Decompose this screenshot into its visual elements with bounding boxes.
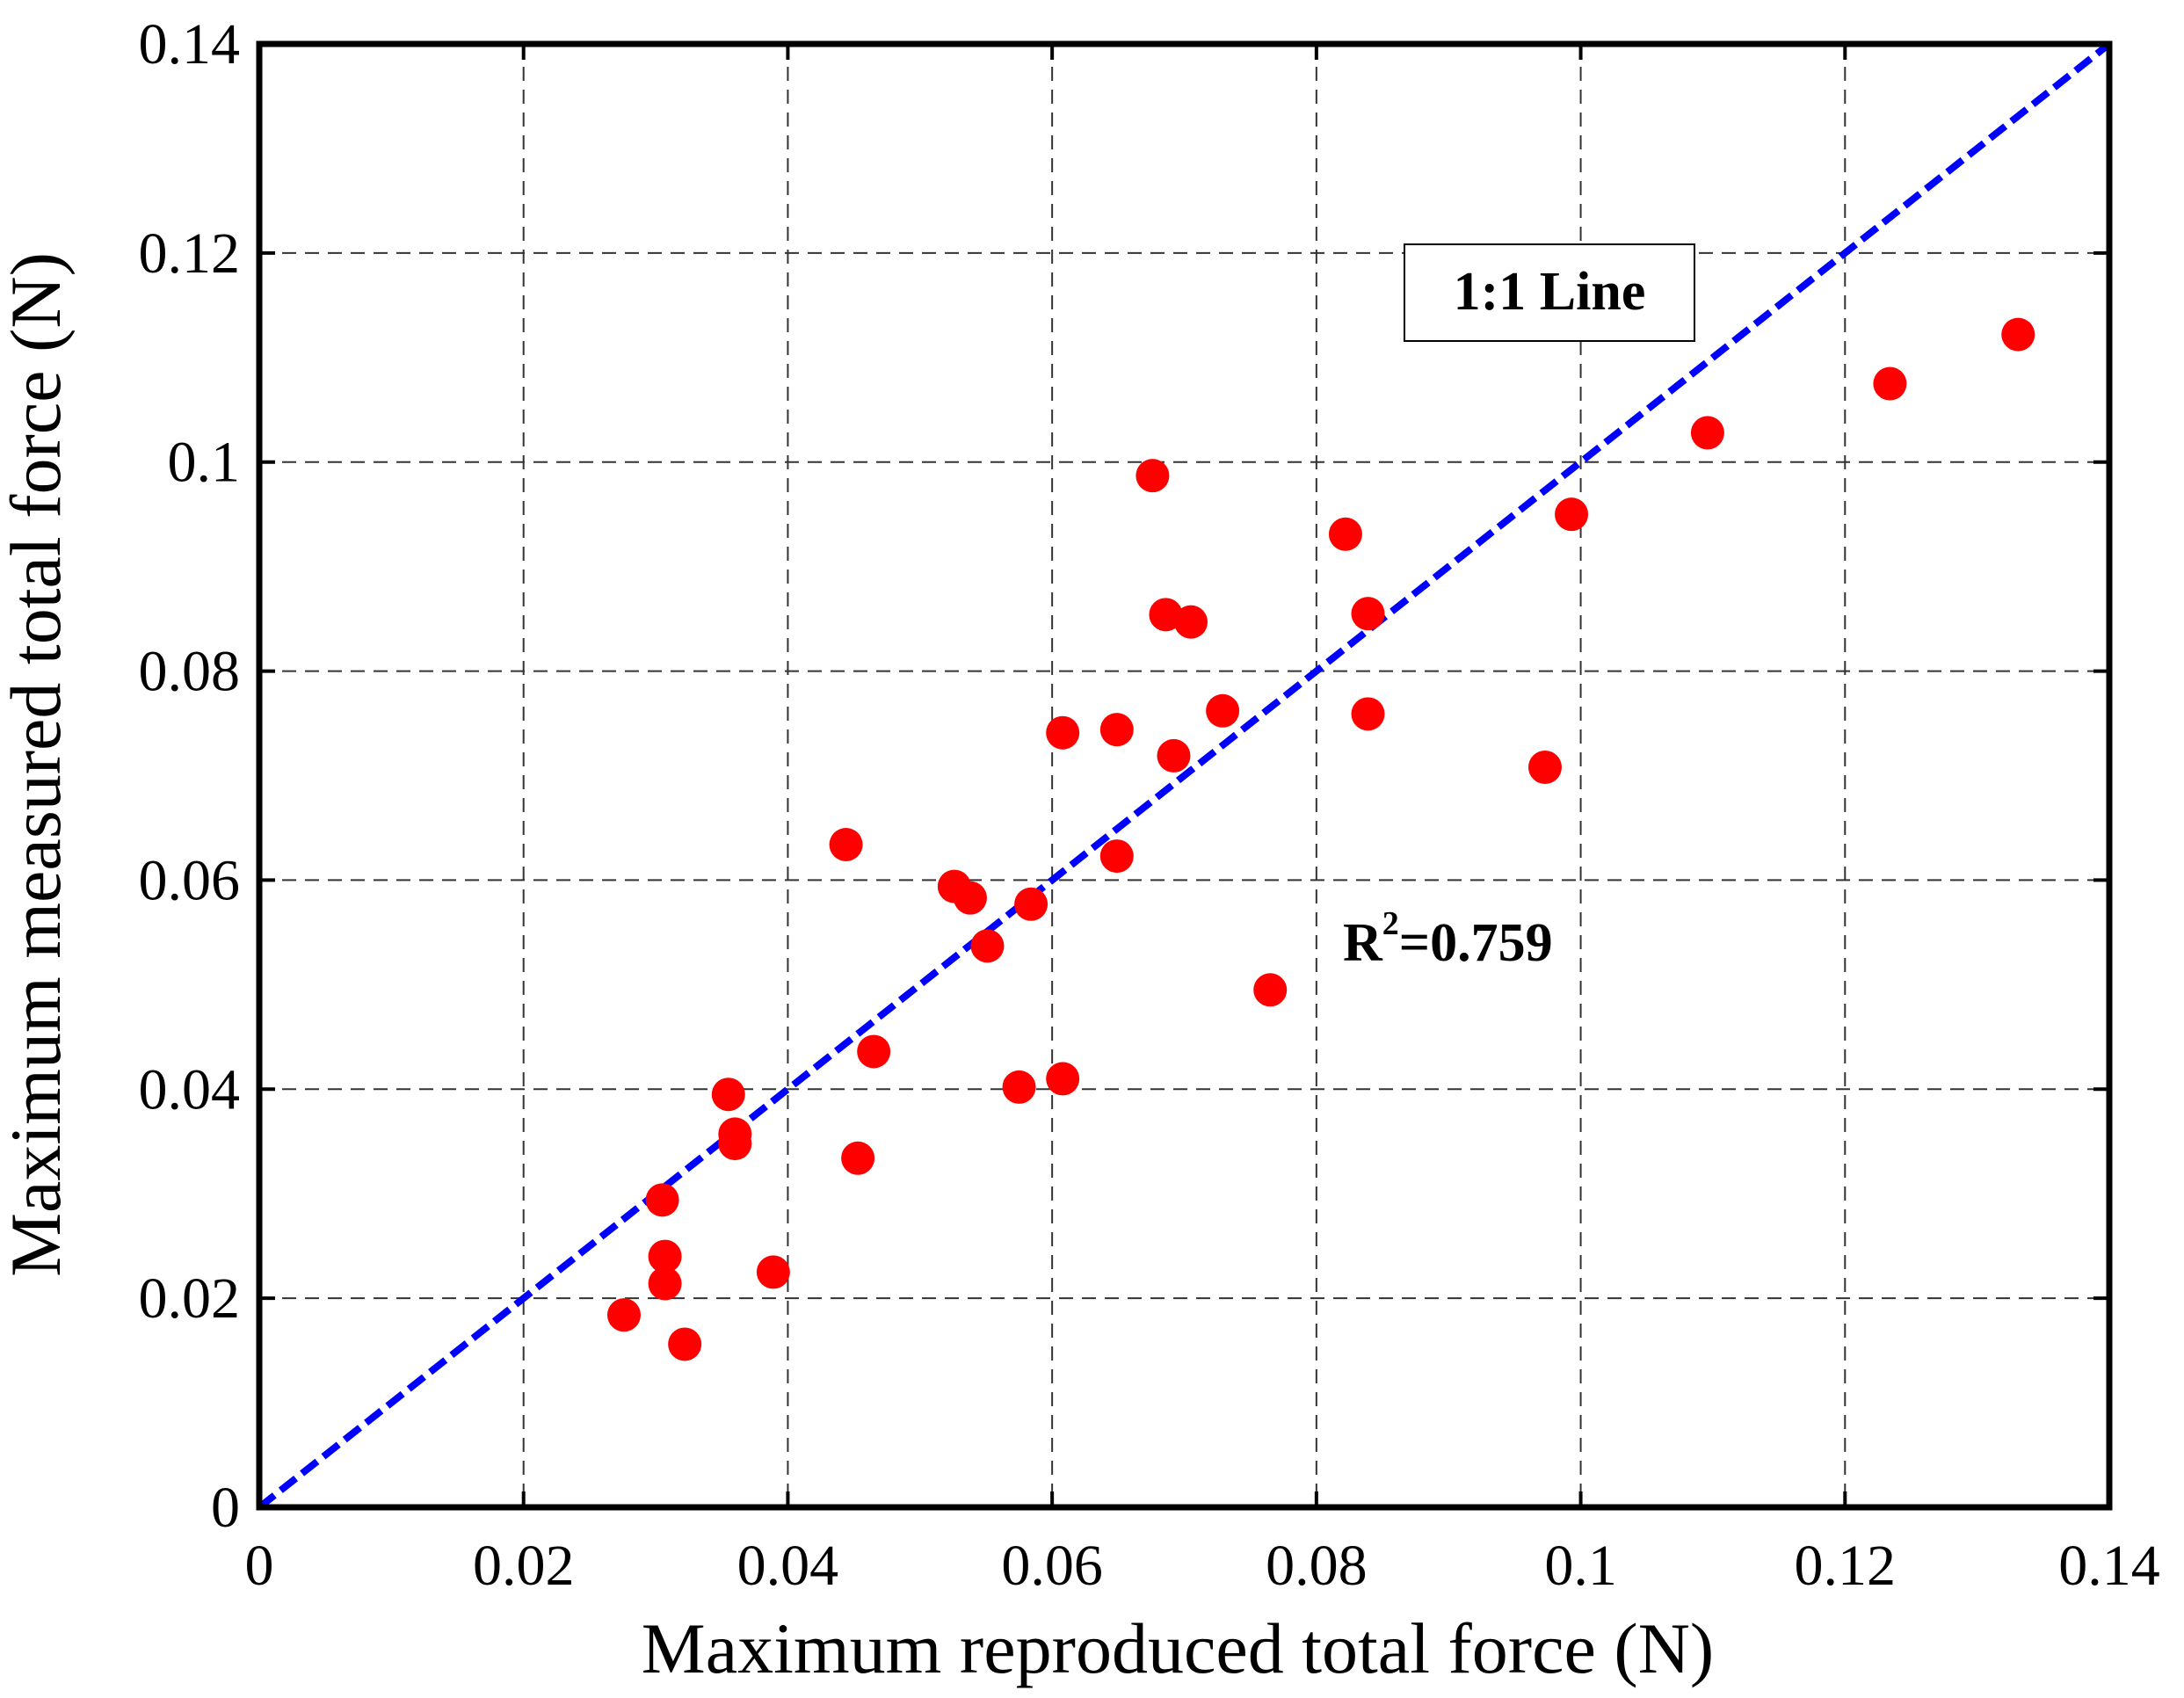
r-squared-annotation: R2=0.759 xyxy=(1343,905,1553,973)
data-point xyxy=(648,1239,682,1274)
y-tick-label: 0 xyxy=(211,1476,240,1540)
one-to-one-line xyxy=(257,40,2112,1511)
data-point xyxy=(1046,1062,1080,1096)
data-point xyxy=(1873,366,1907,401)
x-tick-label: 0.08 xyxy=(1266,1534,1368,1598)
data-point xyxy=(953,881,987,915)
y-tick-label: 0.14 xyxy=(139,12,241,76)
reference-line-layer xyxy=(257,40,2112,1511)
data-points xyxy=(606,317,2035,1361)
x-tick-label: 0.06 xyxy=(1001,1534,1103,1598)
x-axis-label: Maximum reproduced total force (N) xyxy=(642,1608,1714,1688)
r2-superscript: 2 xyxy=(1382,905,1399,942)
data-point xyxy=(1157,738,1191,773)
x-tick-label: 0.12 xyxy=(1795,1534,1897,1598)
grid-lines xyxy=(259,44,2109,1507)
x-tick-label: 0.02 xyxy=(473,1534,575,1598)
data-point xyxy=(829,827,863,861)
plot-frame xyxy=(256,40,2113,1511)
r2-value: =0.759 xyxy=(1399,913,1553,973)
x-tick-label: 0.04 xyxy=(737,1534,839,1598)
data-point xyxy=(668,1327,702,1361)
data-point xyxy=(1149,598,1183,632)
y-tick-label: 0.02 xyxy=(139,1266,241,1331)
data-point xyxy=(1690,416,1724,450)
x-tick-label: 0.14 xyxy=(2058,1534,2160,1598)
data-point xyxy=(711,1078,745,1112)
data-point xyxy=(1136,459,1170,493)
legend-box: 1:1 Line xyxy=(1404,243,1695,342)
data-point xyxy=(1206,693,1240,728)
data-point xyxy=(841,1141,875,1175)
data-point xyxy=(1527,750,1562,784)
data-point xyxy=(606,1298,641,1332)
x-tick-label: 0 xyxy=(245,1534,274,1598)
data-point xyxy=(648,1266,682,1301)
y-tick-label: 0.1 xyxy=(168,431,241,495)
y-tick-label: 0.12 xyxy=(139,221,241,286)
x-tick-labels: 0 0.02 0.04 0.06 0.08 0.1 0.12 0.14 xyxy=(245,1534,2160,1598)
data-point xyxy=(970,929,1005,963)
data-point xyxy=(2001,317,2035,352)
data-point xyxy=(1351,697,1385,731)
data-point xyxy=(1555,497,1589,532)
y-tick-label: 0.08 xyxy=(139,640,241,704)
data-point xyxy=(1174,605,1208,639)
data-point xyxy=(1099,713,1134,747)
data-point xyxy=(857,1034,891,1069)
data-point xyxy=(1328,517,1362,551)
y-tick-label: 0.06 xyxy=(139,848,241,912)
data-point xyxy=(1351,597,1385,631)
y-tick-label: 0.04 xyxy=(139,1057,241,1121)
data-point xyxy=(1014,887,1048,921)
data-point xyxy=(718,1117,752,1151)
data-point xyxy=(1002,1070,1036,1104)
y-axis-label: Maximum measured total force (N) xyxy=(0,252,76,1277)
y-tick-labels: 0 0.02 0.04 0.06 0.08 0.1 0.12 0.14 xyxy=(139,12,241,1540)
data-point xyxy=(1253,973,1288,1007)
data-point xyxy=(1099,839,1134,874)
r2-prefix: R xyxy=(1343,913,1383,973)
data-point xyxy=(1046,715,1080,750)
legend-label: 1:1 Line xyxy=(1454,262,1646,322)
data-point xyxy=(756,1255,790,1289)
legend-frame xyxy=(1404,243,1695,342)
axis-ticks xyxy=(258,42,2111,1509)
x-tick-label: 0.1 xyxy=(1544,1534,1617,1598)
data-point xyxy=(645,1183,679,1217)
